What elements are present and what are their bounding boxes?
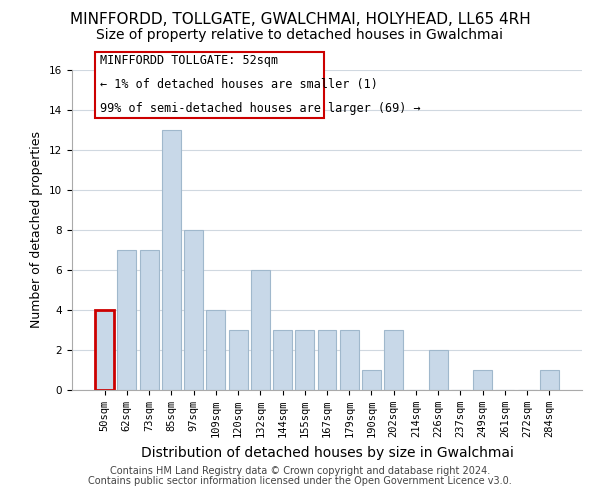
Bar (429, 350, 448, 390)
Bar (251, 270, 270, 390)
Text: Contains HM Land Registry data © Crown copyright and database right 2024.: Contains HM Land Registry data © Crown c… (110, 466, 490, 476)
Bar (473, 370, 492, 390)
Bar (384, 330, 403, 390)
Bar (340, 330, 359, 390)
X-axis label: Distribution of detached houses by size in Gwalchmai: Distribution of detached houses by size … (140, 446, 514, 460)
Bar (229, 330, 248, 390)
Y-axis label: Number of detached properties: Number of detached properties (31, 132, 43, 328)
Bar (273, 330, 292, 390)
Bar (540, 370, 559, 390)
Bar (140, 250, 158, 390)
Bar (295, 330, 314, 390)
FancyBboxPatch shape (95, 52, 324, 118)
Text: Size of property relative to detached houses in Gwalchmai: Size of property relative to detached ho… (97, 28, 503, 42)
Bar (95, 310, 114, 390)
Bar (317, 330, 337, 390)
Text: MINFFORDD, TOLLGATE, GWALCHMAI, HOLYHEAD, LL65 4RH: MINFFORDD, TOLLGATE, GWALCHMAI, HOLYHEAD… (70, 12, 530, 28)
Bar (162, 130, 181, 390)
Text: MINFFORDD TOLLGATE: 52sqm: MINFFORDD TOLLGATE: 52sqm (100, 54, 278, 66)
Bar (206, 310, 225, 390)
Text: 99% of semi-detached houses are larger (69) →: 99% of semi-detached houses are larger (… (100, 102, 421, 114)
Bar (118, 250, 136, 390)
Text: Contains public sector information licensed under the Open Government Licence v3: Contains public sector information licen… (88, 476, 512, 486)
Bar (362, 370, 381, 390)
Text: ← 1% of detached houses are smaller (1): ← 1% of detached houses are smaller (1) (100, 78, 378, 90)
Bar (184, 230, 203, 390)
